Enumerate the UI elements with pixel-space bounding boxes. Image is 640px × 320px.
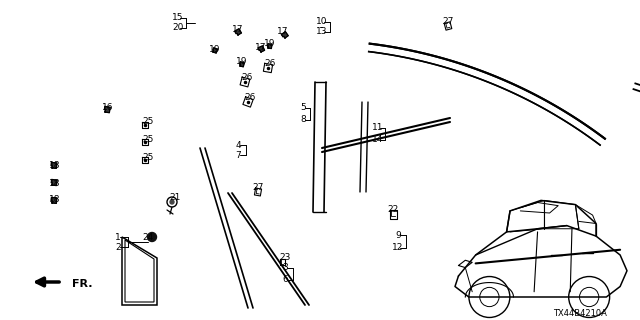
Text: 6: 6 <box>282 276 288 284</box>
Text: 24: 24 <box>142 233 154 242</box>
Text: 15: 15 <box>172 13 184 22</box>
Text: 2: 2 <box>115 243 121 252</box>
Text: TX44B4210A: TX44B4210A <box>553 308 607 317</box>
Polygon shape <box>104 106 110 113</box>
Polygon shape <box>235 29 241 35</box>
Text: 8: 8 <box>300 116 306 124</box>
Text: 18: 18 <box>49 196 61 204</box>
Text: 5: 5 <box>300 103 306 113</box>
Circle shape <box>170 200 174 204</box>
Text: 19: 19 <box>264 39 276 49</box>
Text: 18: 18 <box>49 179 61 188</box>
Text: 25: 25 <box>142 135 154 145</box>
Text: 25: 25 <box>142 154 154 163</box>
Text: 11: 11 <box>372 124 384 132</box>
Polygon shape <box>239 62 244 67</box>
Circle shape <box>147 233 157 242</box>
Polygon shape <box>268 44 272 49</box>
Text: 22: 22 <box>387 205 399 214</box>
Text: 13: 13 <box>316 28 328 36</box>
Text: 12: 12 <box>392 244 404 252</box>
Polygon shape <box>51 197 57 204</box>
Text: 19: 19 <box>236 58 248 67</box>
Text: 19: 19 <box>209 45 221 54</box>
Text: 26: 26 <box>264 60 276 68</box>
Text: 23: 23 <box>279 252 291 261</box>
Polygon shape <box>212 48 218 53</box>
Text: 27: 27 <box>252 183 264 193</box>
Text: 1: 1 <box>115 233 121 242</box>
Text: 7: 7 <box>235 150 241 159</box>
Text: 26: 26 <box>244 93 256 102</box>
Text: 9: 9 <box>395 230 401 239</box>
Polygon shape <box>51 163 57 168</box>
Text: 27: 27 <box>442 18 454 27</box>
Text: 3: 3 <box>282 263 288 273</box>
Text: 16: 16 <box>102 103 114 113</box>
Polygon shape <box>51 180 57 186</box>
Text: 4: 4 <box>235 140 241 149</box>
Text: 20: 20 <box>172 23 184 33</box>
Text: 14: 14 <box>372 135 384 145</box>
Text: 21: 21 <box>170 194 180 203</box>
Text: 26: 26 <box>241 74 253 83</box>
Text: 17: 17 <box>232 26 244 35</box>
Polygon shape <box>258 46 264 52</box>
Text: FR.: FR. <box>72 279 93 289</box>
Text: 10: 10 <box>316 18 328 27</box>
Polygon shape <box>282 32 288 38</box>
Text: 18: 18 <box>49 161 61 170</box>
Text: 17: 17 <box>277 28 289 36</box>
Text: 17: 17 <box>255 44 267 52</box>
Text: 25: 25 <box>142 117 154 126</box>
